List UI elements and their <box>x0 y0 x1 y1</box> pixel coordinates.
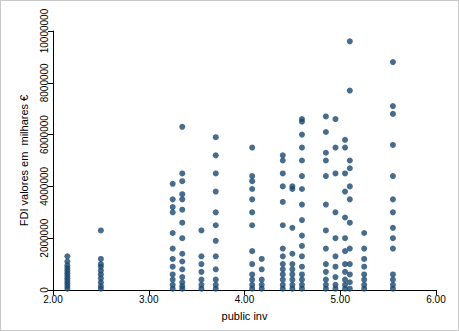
svg-text:10000000: 10000000 <box>39 8 50 53</box>
svg-text:6000000: 6000000 <box>39 115 50 154</box>
svg-text:FDI valores em milhares €: FDI valores em milhares € <box>18 95 30 226</box>
svg-text:5.00: 5.00 <box>331 294 351 305</box>
svg-text:4000000: 4000000 <box>39 166 50 205</box>
svg-text:3.00: 3.00 <box>139 294 159 305</box>
svg-text:8000000: 8000000 <box>39 63 50 102</box>
svg-text:4.00: 4.00 <box>235 294 255 305</box>
svg-text:6.00: 6.00 <box>426 294 446 305</box>
svg-text:2.00: 2.00 <box>43 294 63 305</box>
svg-text:0: 0 <box>39 287 50 293</box>
svg-text:2000000: 2000000 <box>39 218 50 257</box>
svg-text:public inv: public inv <box>222 310 268 322</box>
